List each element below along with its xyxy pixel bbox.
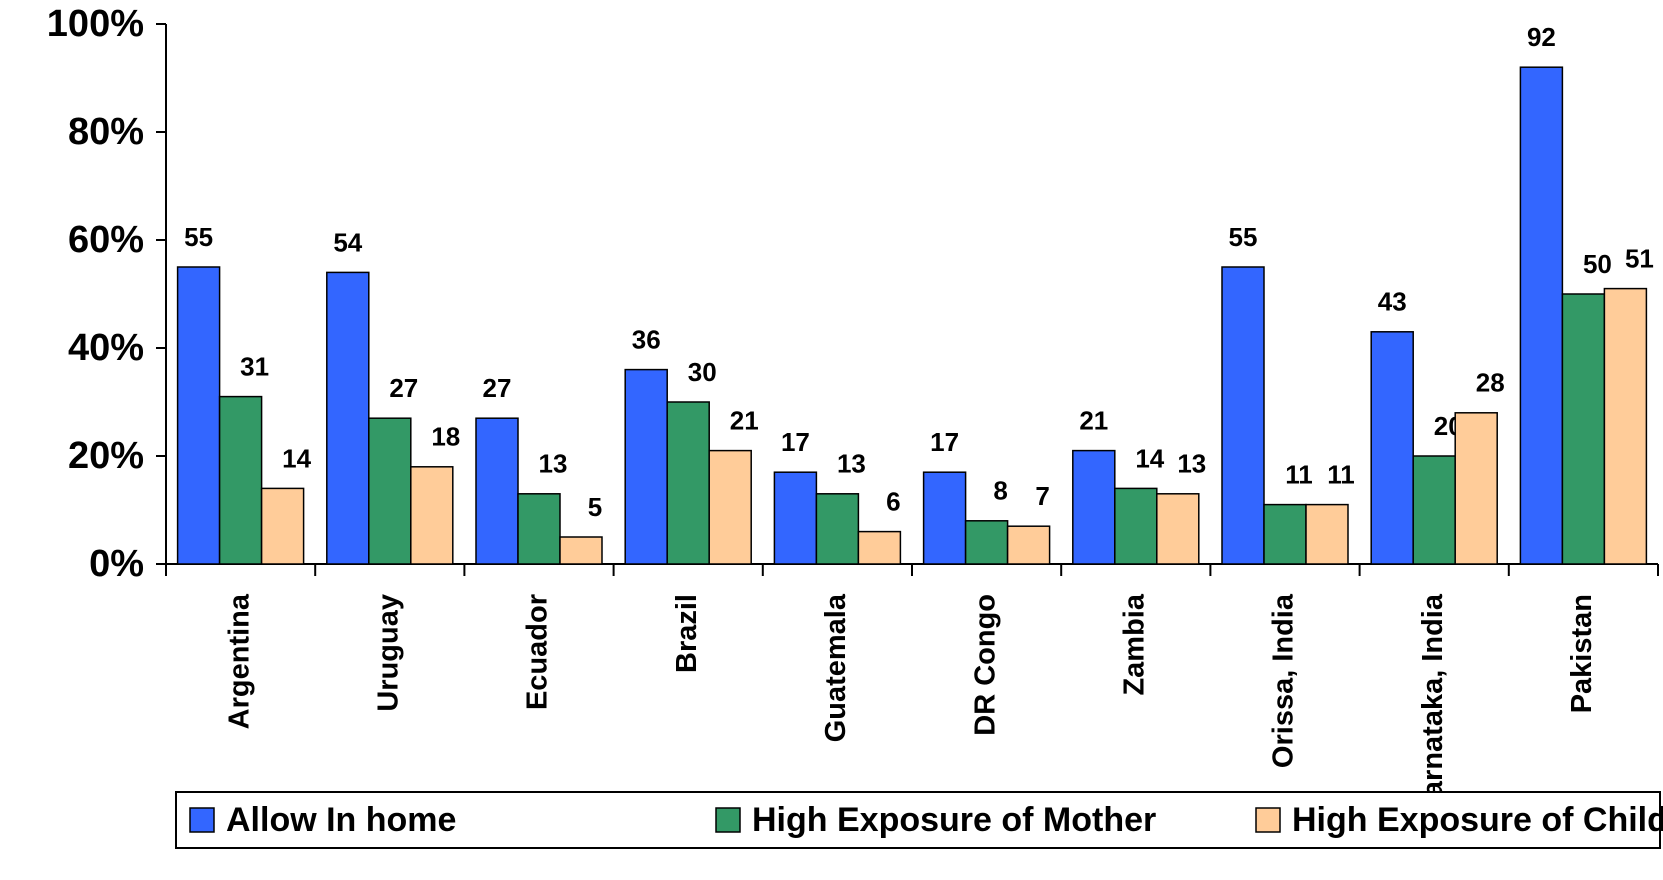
bar (773, 471, 818, 565)
data-label: 54 (333, 227, 362, 257)
legend-label: Allow In home (226, 801, 456, 839)
bar (922, 471, 967, 565)
bar (1114, 487, 1158, 565)
data-label: 11 (1327, 459, 1355, 489)
data-label: 55 (1229, 222, 1258, 252)
bar (559, 536, 603, 565)
bar (326, 271, 370, 565)
x-tick-label: Ecuador (522, 594, 554, 710)
bar (1156, 493, 1200, 565)
data-label: 27 (483, 373, 512, 403)
x-tick-label: Karnataka, India (1417, 593, 1449, 818)
data-label: 27 (389, 373, 418, 403)
bar (1221, 266, 1265, 565)
bar (368, 417, 412, 565)
data-label: 28 (1476, 368, 1505, 398)
data-label: 51 (1625, 243, 1654, 273)
legend-box (175, 791, 1661, 849)
data-label: 55 (184, 222, 213, 252)
bar (1412, 455, 1456, 565)
data-label: 21 (730, 405, 759, 435)
data-label: 11 (1285, 459, 1313, 489)
legend-swatch (189, 807, 215, 833)
data-label: 13 (1177, 449, 1206, 479)
x-tick-label: Guatemala (820, 593, 852, 742)
x-tick-label: Pakistan (1566, 594, 1598, 713)
y-tick-label: 80% (68, 111, 144, 153)
bar (1370, 331, 1414, 565)
x-tick-label: Argentina (223, 593, 255, 729)
data-label: 31 (240, 351, 269, 381)
data-label: 6 (886, 486, 900, 516)
y-tick-label: 0% (89, 543, 144, 585)
bar (964, 520, 1009, 565)
bar (1072, 449, 1116, 565)
y-tick-label: 20% (68, 435, 144, 477)
data-label: 17 (781, 427, 810, 457)
bar (1561, 293, 1606, 565)
legend-swatch (715, 807, 741, 833)
legend-swatch (1255, 807, 1281, 833)
bar (176, 266, 221, 565)
data-label: 21 (1079, 405, 1108, 435)
data-label: 92 (1527, 22, 1556, 52)
bar (708, 449, 752, 565)
bar (260, 487, 305, 565)
y-tick-label: 40% (68, 327, 144, 369)
data-label: 18 (431, 422, 460, 452)
bar (218, 395, 263, 565)
bar (1603, 287, 1648, 565)
y-tick-label: 60% (68, 219, 144, 261)
bar (1454, 412, 1498, 565)
data-label: 5 (588, 492, 602, 522)
legend-label: High Exposure of Mother (752, 801, 1156, 839)
data-label: 14 (282, 443, 311, 473)
x-tick-label: Orissa, India (1268, 593, 1300, 768)
x-tick-label: Zambia (1118, 593, 1150, 695)
x-tick-label: Brazil (671, 594, 703, 673)
bar (624, 368, 668, 565)
bar (410, 466, 454, 565)
data-label: 30 (688, 357, 717, 387)
data-label: 14 (1135, 443, 1164, 473)
legend-label: High Exposure of Children (1292, 801, 1663, 839)
data-label: 17 (930, 427, 959, 457)
data-label: 36 (632, 324, 661, 354)
data-label: 43 (1378, 287, 1407, 317)
data-label: 50 (1583, 249, 1612, 279)
bar (475, 417, 519, 565)
bar (517, 493, 561, 565)
bar (666, 401, 710, 565)
bar (1263, 503, 1307, 565)
bar (857, 530, 902, 565)
bar (1305, 503, 1349, 565)
bar (815, 493, 860, 565)
data-label: 13 (539, 449, 568, 479)
data-label: 7 (1035, 481, 1049, 511)
data-label: 8 (993, 476, 1007, 506)
y-tick-label: 100% (47, 3, 144, 45)
bar (1006, 525, 1051, 565)
bar (1519, 66, 1564, 565)
data-label: 13 (837, 449, 866, 479)
x-tick-label: DR Congo (969, 594, 1001, 736)
x-tick-label: Uruguay (372, 594, 404, 712)
